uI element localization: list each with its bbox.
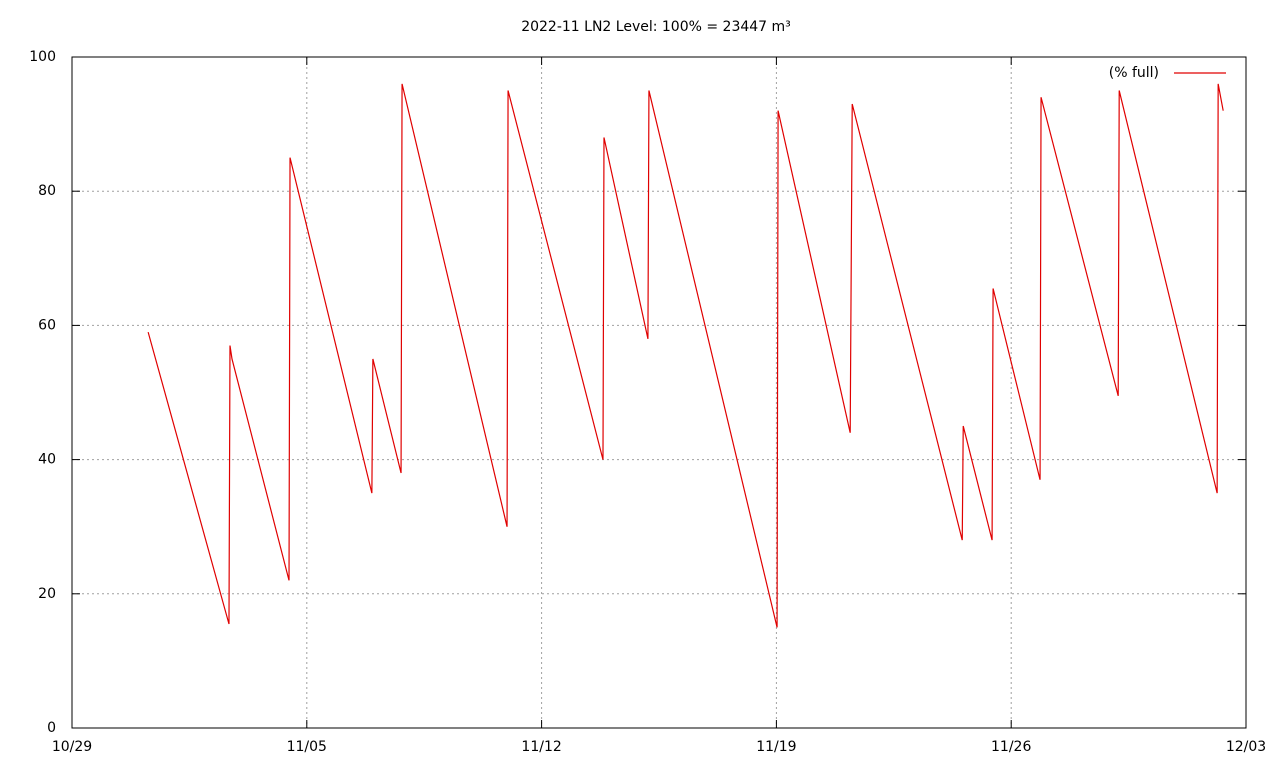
- x-tick-label: 11/26: [991, 739, 1031, 755]
- chart-title: 2022-11 LN2 Level: 100% = 23447 m³: [521, 19, 791, 35]
- y-tick-label: 40: [38, 452, 56, 468]
- x-tick-label: 12/03: [1226, 739, 1266, 755]
- x-tick-label: 11/19: [756, 739, 796, 755]
- y-tick-label: 20: [38, 586, 56, 602]
- y-tick-label: 0: [47, 720, 56, 736]
- x-tick-label: 10/29: [52, 739, 92, 755]
- data-line: [147, 83, 1224, 628]
- plot-border: [71, 56, 1247, 729]
- y-tick-label: 60: [38, 317, 56, 333]
- x-tick-label: 11/05: [287, 739, 327, 755]
- y-tick-label: 100: [29, 49, 56, 65]
- y-tick-label: 80: [38, 183, 56, 199]
- legend-label: (% full): [1109, 65, 1159, 81]
- x-tick-label: 11/12: [521, 739, 561, 755]
